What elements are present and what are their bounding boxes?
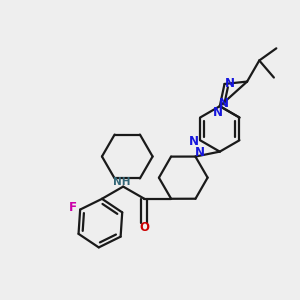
Text: N: N xyxy=(219,97,229,110)
Text: N: N xyxy=(213,106,223,118)
Text: NH: NH xyxy=(113,177,130,187)
Text: N: N xyxy=(189,135,199,148)
Text: N: N xyxy=(195,146,205,159)
Text: F: F xyxy=(69,201,77,214)
Text: N: N xyxy=(225,77,236,91)
Text: O: O xyxy=(140,221,149,235)
